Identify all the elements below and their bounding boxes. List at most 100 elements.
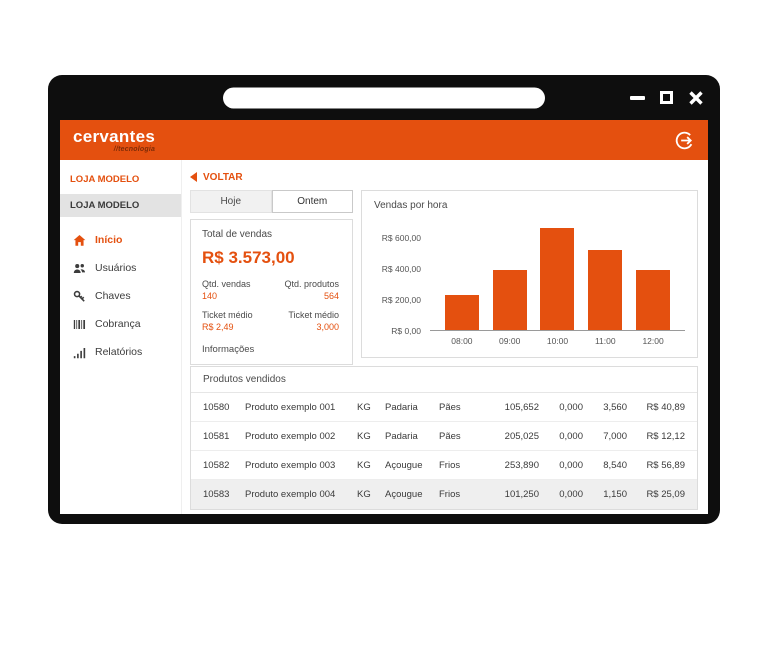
app-root: cervantes //tecnologia LOJA MODELO LOJA … [60,120,708,514]
table-cell: KG [357,401,371,413]
app-header: cervantes //tecnologia [60,120,708,160]
table-cell: 253,890 [504,459,539,471]
hourly-sales-chart-card: Vendas por hora R$ 600,00 R$ 400,00 R$ 200… [361,190,698,358]
table-cell: Pães [439,430,461,442]
table-cell: 10583 [203,489,230,500]
table-cell: 0,000 [559,459,583,471]
table-cell: 8,540 [603,459,627,471]
sidebar: LOJA MODELO LOJA MODELO Início Usuários Ch… [60,160,182,514]
table-cell: 0,000 [559,430,583,442]
tab-ontem[interactable]: Ontem [271,190,353,213]
sidebar-item-relatorios[interactable]: Relatórios [60,338,181,366]
y-tick-label: R$ 200,00 [381,295,421,306]
x-tick-label: 12:00 [642,336,664,346]
table-cell: R$ 25,09 [646,489,685,500]
sidebar-item-usuarios[interactable]: Usuários [60,254,181,282]
metric-value: 3,000 [316,322,339,332]
sales-total-value: R$ 3.573,00 [202,248,295,267]
table-cell: 205,025 [504,430,539,442]
y-tick-label: R$ 400,00 [381,264,421,275]
table-cell: 105,652 [504,401,539,413]
metric: Qtd. produtos 564 [272,279,342,301]
table-row[interactable]: 10582 Produto exemplo 003 KG Açougue Frios 25… [191,451,697,480]
bar-09:00 [492,270,527,330]
store-selector[interactable]: LOJA MODELO [60,194,181,217]
sidebar-item-cobranca[interactable]: Cobrança [60,310,181,338]
users-icon [72,261,86,275]
table-cell: 10582 [203,459,230,471]
window-controls [630,75,704,120]
brand-tagline: //tecnologia [113,145,156,153]
table-cell: R$ 56,89 [646,459,685,471]
table-row[interactable]: 10581 Produto exemplo 002 KG Padaria Pães 205… [191,422,697,451]
table-cell: Produto exemplo 003 [245,459,336,471]
chart-icon [72,345,86,359]
sidebar-item-chaves[interactable]: Chaves [60,282,181,310]
sidebar-item-label: Chaves [95,290,131,302]
table-cell: 10581 [203,430,230,442]
sales-summary-card: Total de vendas R$ 3.573,00 Qtd. vendas 1… [190,219,353,365]
content-area: VOLTAR Hoje Ontem Total de vendas R$ 3.57… [182,160,708,514]
table-cell: Produto exemplo 001 [245,401,336,413]
table-cell: 101,250 [504,489,539,500]
home-icon [72,233,86,247]
sidebar-item-label: Usuários [95,262,137,274]
bar-plot [430,223,685,331]
x-tick-label: 08:00 [451,336,473,346]
y-tick-label: R$ 600,00 [381,233,421,244]
key-icon [72,289,86,303]
table-cell: KG [357,430,371,442]
minimize-button[interactable] [630,95,645,100]
table-cell: Produto exemplo 004 [245,489,336,500]
back-label: VOLTAR [203,171,243,183]
table-cell: KG [357,459,371,471]
x-axis-labels: 08:00 09:00 10:00 11:00 12:00 [430,336,685,346]
y-tick-label: R$ 0,00 [391,326,421,336]
logout-button[interactable] [674,130,695,151]
chart-y-axis: R$ 600,00 R$ 400,00 R$ 200,00 R$ 0,00 [374,223,430,336]
maximize-button[interactable] [660,91,673,104]
table-cell: 0,000 [559,489,583,500]
back-button[interactable]: VOLTAR [190,168,243,186]
table-row[interactable]: 10583 Produto exemplo 004 KG Açougue Frios 10… [191,480,697,509]
back-arrow-icon [190,172,197,182]
table-cell: 0,000 [559,401,583,413]
table-cell: Frios [439,459,461,471]
sidebar-item-label: Cobrança [95,318,141,330]
metric: Ticket médio R$ 2,49 [202,310,272,332]
brand-logo: cervantes //tecnologia [73,128,155,153]
table-cell: Produto exemplo 002 [245,430,336,442]
metric: Qtd. vendas 140 [202,279,272,301]
table-title: Produtos vendidos [191,367,697,393]
metric-label: Ticket médio [288,310,339,320]
chart-body: R$ 600,00 R$ 400,00 R$ 200,00 R$ 0,00 [374,223,685,336]
table-row[interactable]: 10580 Produto exemplo 001 KG Padaria Pães 105… [191,393,697,422]
sidebar-item-label: Início [95,234,123,246]
table-cell: R$ 12,12 [646,430,685,442]
table-cell: Pães [439,401,461,413]
x-tick-label: 11:00 [594,336,616,346]
info-label: Informações [202,344,255,355]
metric-label: Qtd. produtos [284,279,339,289]
products-sold-table: Produtos vendidos 10580 Produto exemplo 0… [190,366,698,510]
table-cell: Padaria [385,401,418,413]
minimize-icon [630,95,645,100]
summary-metrics: Qtd. vendas 140 Qtd. produtos 564 Ticket méd… [202,279,341,332]
address-bar[interactable] [223,87,545,108]
dashboard-row: Hoje Ontem Total de vendas R$ 3.573,00 Qt… [190,190,698,365]
close-button[interactable] [688,90,704,106]
metric-value: R$ 2,49 [202,322,234,332]
bar-12:00 [636,270,671,330]
metric-label: Qtd. vendas [202,279,251,289]
metric-label: Ticket médio [202,310,253,320]
barcode-icon [72,317,86,331]
metric: Ticket médio 3,000 [272,310,342,332]
bar-08:00 [444,295,479,330]
sidebar-nav: Início Usuários Chaves Cobrança Relatórios [60,226,181,366]
metric-value: 140 [202,291,218,301]
x-tick-label: 09:00 [499,336,521,346]
tab-hoje[interactable]: Hoje [190,190,272,213]
table-cell: Açougue [385,489,423,500]
sidebar-item-inicio[interactable]: Início [60,226,181,254]
chart-x-axis: 08:00 09:00 10:00 11:00 12:00 [374,336,685,346]
